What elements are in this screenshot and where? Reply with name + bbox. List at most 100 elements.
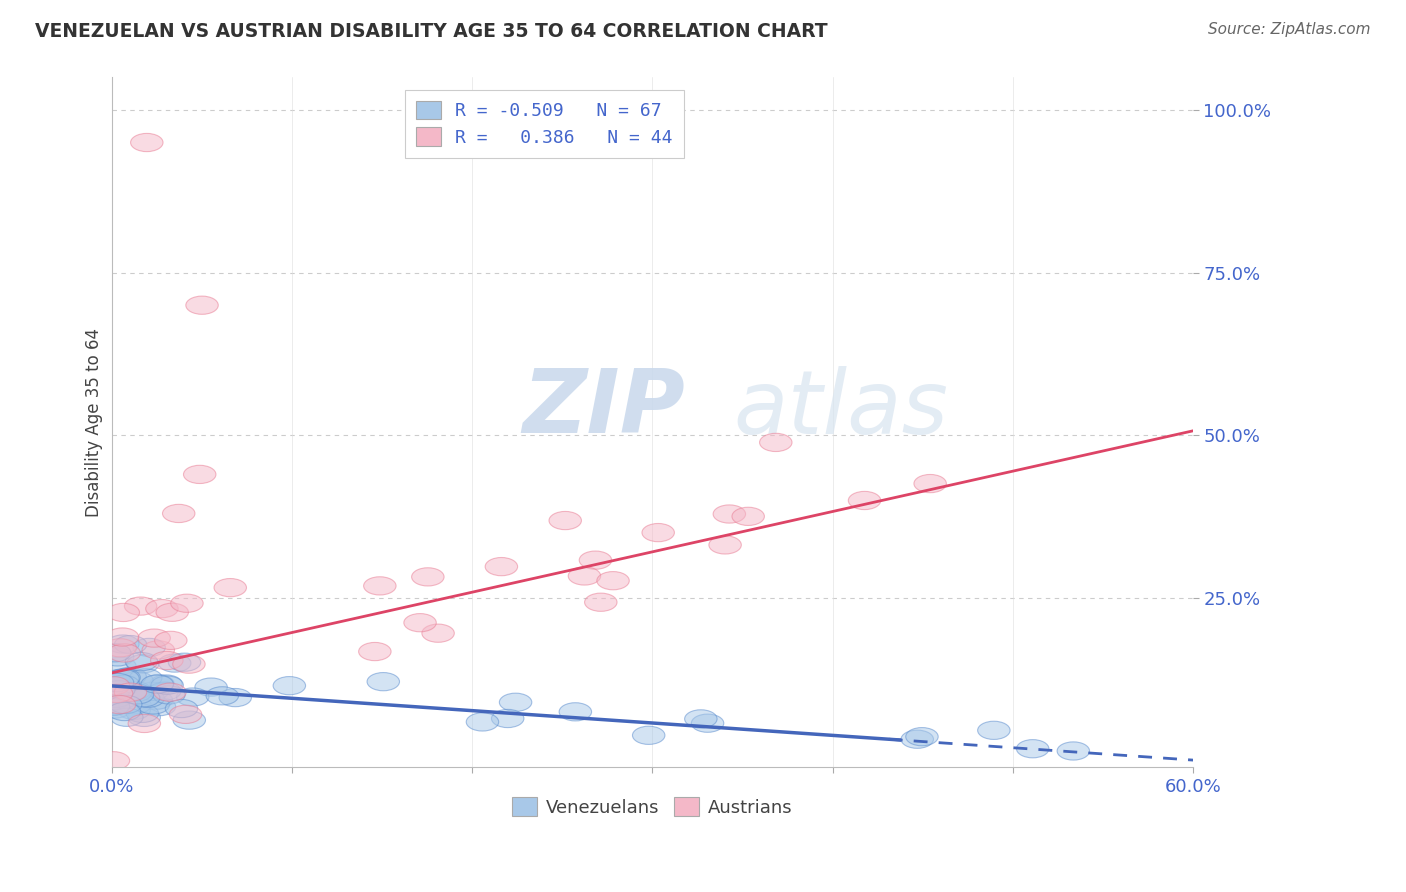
Ellipse shape: [107, 675, 139, 693]
Text: VENEZUELAN VS AUSTRIAN DISABILITY AGE 35 TO 64 CORRELATION CHART: VENEZUELAN VS AUSTRIAN DISABILITY AGE 35…: [35, 22, 828, 41]
Ellipse shape: [141, 691, 173, 709]
Ellipse shape: [103, 681, 135, 698]
Ellipse shape: [499, 693, 531, 712]
Ellipse shape: [128, 689, 160, 706]
Ellipse shape: [186, 296, 218, 314]
Ellipse shape: [110, 695, 142, 714]
Ellipse shape: [97, 697, 129, 715]
Ellipse shape: [118, 701, 150, 720]
Text: Source: ZipAtlas.com: Source: ZipAtlas.com: [1208, 22, 1371, 37]
Ellipse shape: [118, 696, 150, 714]
Ellipse shape: [364, 577, 396, 595]
Legend: Venezuelans, Austrians: Venezuelans, Austrians: [505, 790, 800, 824]
Ellipse shape: [273, 676, 305, 695]
Ellipse shape: [141, 675, 173, 693]
Ellipse shape: [367, 673, 399, 690]
Ellipse shape: [901, 731, 934, 748]
Ellipse shape: [155, 632, 187, 649]
Ellipse shape: [142, 640, 174, 659]
Ellipse shape: [905, 728, 938, 746]
Ellipse shape: [127, 655, 159, 673]
Ellipse shape: [150, 651, 183, 670]
Ellipse shape: [169, 706, 202, 723]
Ellipse shape: [97, 697, 129, 715]
Ellipse shape: [404, 614, 436, 632]
Ellipse shape: [156, 603, 188, 622]
Ellipse shape: [977, 722, 1010, 739]
Ellipse shape: [173, 655, 205, 673]
Ellipse shape: [467, 713, 499, 731]
Ellipse shape: [153, 683, 186, 701]
Ellipse shape: [143, 698, 176, 715]
Ellipse shape: [104, 657, 136, 675]
Ellipse shape: [101, 673, 134, 691]
Ellipse shape: [103, 696, 135, 714]
Ellipse shape: [107, 628, 139, 646]
Text: atlas: atlas: [734, 366, 948, 451]
Ellipse shape: [129, 669, 162, 687]
Ellipse shape: [136, 682, 169, 700]
Ellipse shape: [177, 688, 209, 706]
Ellipse shape: [98, 700, 131, 718]
Ellipse shape: [166, 699, 198, 718]
Ellipse shape: [412, 568, 444, 586]
Ellipse shape: [150, 675, 183, 693]
Ellipse shape: [98, 644, 131, 662]
Ellipse shape: [207, 687, 239, 705]
Ellipse shape: [108, 702, 141, 721]
Ellipse shape: [685, 710, 717, 728]
Ellipse shape: [108, 644, 141, 662]
Ellipse shape: [214, 579, 246, 597]
Ellipse shape: [692, 714, 724, 732]
Ellipse shape: [560, 703, 592, 721]
Ellipse shape: [1017, 739, 1049, 758]
Ellipse shape: [169, 653, 201, 672]
Ellipse shape: [163, 504, 195, 523]
Ellipse shape: [359, 642, 391, 661]
Ellipse shape: [111, 708, 143, 726]
Ellipse shape: [103, 670, 135, 688]
Ellipse shape: [118, 681, 152, 699]
Ellipse shape: [1057, 742, 1090, 760]
Ellipse shape: [97, 752, 129, 770]
Ellipse shape: [759, 434, 792, 451]
Ellipse shape: [108, 668, 141, 687]
Ellipse shape: [848, 491, 880, 509]
Ellipse shape: [643, 524, 675, 541]
Ellipse shape: [585, 593, 617, 611]
Ellipse shape: [121, 686, 153, 704]
Ellipse shape: [100, 684, 132, 703]
Ellipse shape: [579, 551, 612, 569]
Ellipse shape: [596, 572, 630, 590]
Y-axis label: Disability Age 35 to 64: Disability Age 35 to 64: [86, 328, 103, 516]
Ellipse shape: [114, 667, 146, 685]
Ellipse shape: [97, 691, 129, 709]
Ellipse shape: [125, 653, 157, 671]
Ellipse shape: [713, 505, 745, 523]
Ellipse shape: [136, 696, 169, 714]
Ellipse shape: [107, 669, 139, 688]
Ellipse shape: [107, 603, 139, 622]
Ellipse shape: [114, 635, 146, 654]
Ellipse shape: [153, 686, 186, 704]
Ellipse shape: [104, 639, 136, 657]
Ellipse shape: [184, 466, 217, 483]
Ellipse shape: [709, 536, 741, 554]
Ellipse shape: [142, 674, 174, 693]
Ellipse shape: [548, 511, 582, 530]
Ellipse shape: [733, 508, 765, 525]
Ellipse shape: [568, 566, 600, 585]
Ellipse shape: [149, 682, 181, 700]
Ellipse shape: [485, 558, 517, 575]
Ellipse shape: [134, 639, 166, 657]
Ellipse shape: [150, 676, 183, 694]
Text: ZIP: ZIP: [523, 365, 685, 452]
Ellipse shape: [219, 689, 252, 706]
Ellipse shape: [146, 599, 179, 618]
Ellipse shape: [914, 475, 946, 492]
Ellipse shape: [422, 624, 454, 642]
Ellipse shape: [492, 709, 524, 728]
Ellipse shape: [100, 677, 132, 696]
Ellipse shape: [100, 690, 132, 707]
Ellipse shape: [97, 677, 129, 695]
